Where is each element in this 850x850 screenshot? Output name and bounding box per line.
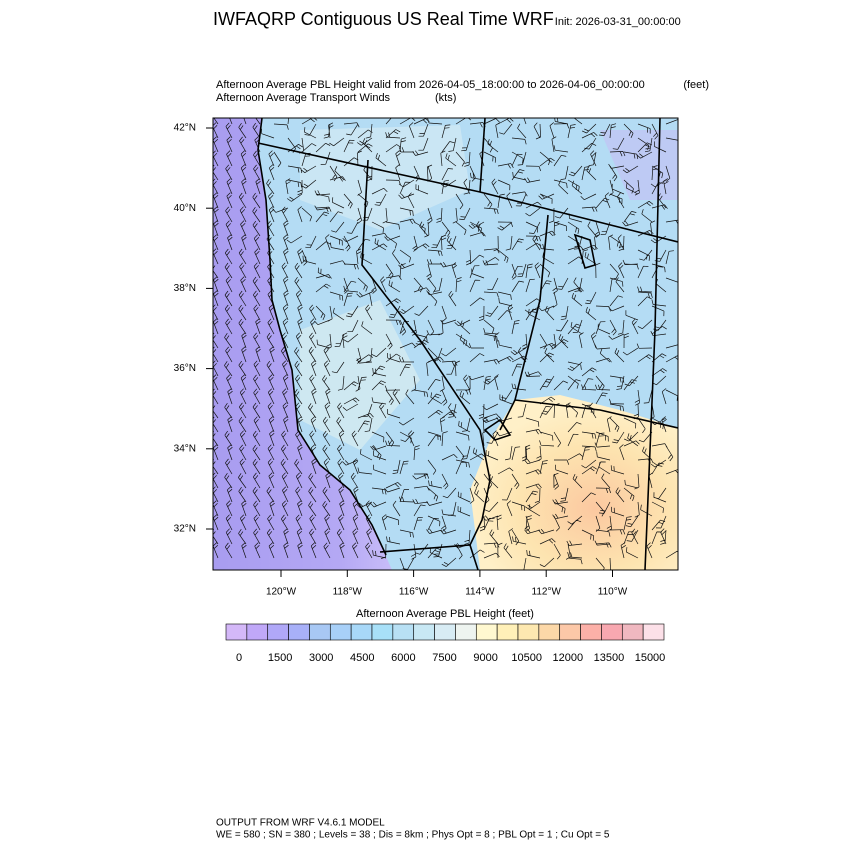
wind-barb <box>213 118 678 570</box>
colorbar: 0 1500 3000 4500 6000 7500 9000 10500 12000 13500… <box>225 623 666 664</box>
colorbar-label: 6000 <box>391 652 415 664</box>
colorbar-box <box>580 623 602 641</box>
lat-label: 36°N <box>174 363 196 374</box>
lake <box>573 233 596 269</box>
colorbar-box <box>601 623 623 641</box>
colorbar-box <box>350 623 373 641</box>
field-warm <box>470 395 678 570</box>
title: IWFAQRP Contiguous US Real Time WRF <box>213 9 554 29</box>
lon-label: 110°W <box>598 587 628 598</box>
colorbar-box <box>621 623 644 641</box>
colorbar-box <box>288 623 310 641</box>
colorbar-label: 7500 <box>432 652 456 664</box>
state-line <box>644 118 661 570</box>
colorbar-box <box>267 623 289 641</box>
colorbar-label: 10500 <box>511 652 542 664</box>
footer-line: OUTPUT FROM WRF V4.6.1 MODEL <box>216 818 385 829</box>
colorbar-label: 12000 <box>553 652 584 664</box>
lon-label: 120°W <box>266 587 297 598</box>
lat-label: 38°N <box>174 283 196 294</box>
colorbar-box <box>559 623 581 641</box>
colorbar-box <box>538 623 561 641</box>
colorbar-box <box>496 623 519 641</box>
colorbar-box <box>434 623 456 641</box>
colorbar-box <box>329 623 352 641</box>
colorbar-box <box>246 623 269 641</box>
colorbar-box <box>455 623 477 641</box>
lake <box>483 418 512 441</box>
lat-label: 32°N <box>174 524 196 535</box>
colorbar-box <box>517 623 540 641</box>
lon-label: 118°W <box>333 587 363 598</box>
colorbar-label: 4500 <box>350 652 374 664</box>
colorbar-box <box>413 623 435 641</box>
footer-line: WE = 580 ; SN = 380 ; Levels = 38 ; Dis … <box>216 830 610 841</box>
map-frame <box>212 117 679 571</box>
wind-title: Afternoon Average Transport Winds <box>216 92 391 104</box>
colorbar-box <box>392 623 415 641</box>
coastline <box>257 118 387 556</box>
map <box>213 118 678 570</box>
colorbar-title: Afternoon Average PBL Height (feet) <box>356 608 534 620</box>
lon-labels: 120°W 118°W 116°W 114°W 112°W 110°W <box>266 570 628 598</box>
colorbar-label: 0 <box>236 652 242 664</box>
lon-label: 114°W <box>465 587 495 598</box>
lon-label: 116°W <box>399 587 429 598</box>
state-line <box>499 214 549 431</box>
lat-labels: 42°N 40°N 38°N 36°N 34°N 32°N <box>174 123 213 535</box>
field-title: Afternoon Average PBL Height valid from … <box>216 79 645 91</box>
lon-label: 112°W <box>532 587 562 598</box>
init-time: Init: 2026-03-31_00:00:00 <box>555 16 681 28</box>
colorbar-box <box>642 623 665 641</box>
field-units: (feet) <box>683 79 709 91</box>
colorbar-label: 3000 <box>309 652 333 664</box>
wind-barbs <box>213 118 678 570</box>
colorbar-label: 15000 <box>635 652 666 664</box>
state-line <box>479 118 486 193</box>
wind-units: (kts) <box>435 92 456 104</box>
lat-label: 40°N <box>174 203 196 214</box>
lat-label: 34°N <box>174 443 196 454</box>
colorbar-box <box>475 623 498 641</box>
colorbar-box <box>371 623 394 641</box>
colorbar-label: 13500 <box>594 652 625 664</box>
field-patch <box>300 125 470 230</box>
boundaries <box>257 118 678 570</box>
colorbar-label: 1500 <box>268 652 292 664</box>
colorbar-label: 9000 <box>473 652 497 664</box>
state-line <box>361 159 491 546</box>
field-patch <box>300 300 420 450</box>
lat-label: 42°N <box>174 123 196 134</box>
colorbar-box <box>225 623 248 641</box>
colorbar-box <box>309 623 331 641</box>
state-line <box>514 399 678 429</box>
border <box>379 544 479 570</box>
